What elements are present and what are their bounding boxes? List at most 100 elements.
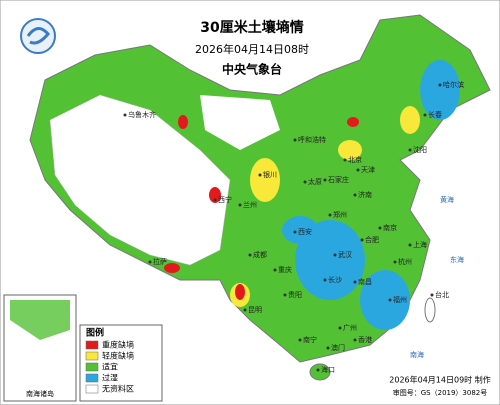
inset-label: 南海诸岛 xyxy=(26,389,54,398)
city-dot xyxy=(353,280,357,284)
wet-area xyxy=(420,60,460,120)
severe-dry-area xyxy=(209,187,221,203)
city-dot xyxy=(283,293,287,297)
city-dot xyxy=(248,253,252,257)
city-dot xyxy=(323,178,327,182)
city-dot xyxy=(273,268,277,272)
city-label: 济南 xyxy=(358,190,372,199)
city-dot xyxy=(243,308,247,312)
sea-label: 黄海 xyxy=(440,195,454,204)
city-label: 南京 xyxy=(383,223,397,232)
legend-label: 无资料区 xyxy=(102,384,134,394)
city-dot xyxy=(258,173,262,177)
city-label: 长沙 xyxy=(328,275,342,284)
city-dot xyxy=(323,278,327,282)
city-label: 上海 xyxy=(413,240,427,249)
sea-label: 南海 xyxy=(410,350,424,359)
city-dot xyxy=(303,180,307,184)
severe-dry-area xyxy=(178,115,188,129)
city-dot xyxy=(328,213,332,217)
city-dot xyxy=(293,138,297,142)
city-label: 银川 xyxy=(263,170,277,179)
dry-area xyxy=(338,140,362,160)
city-dot xyxy=(238,203,242,207)
issuer: 中央气象台 xyxy=(222,62,282,77)
city-dot xyxy=(343,158,347,162)
city-label: 太原 xyxy=(308,177,322,186)
taiwan xyxy=(424,297,436,323)
legend-swatch xyxy=(85,340,99,350)
city-label: 香港 xyxy=(358,335,372,344)
legend-label: 适宜 xyxy=(102,362,118,372)
city-label: 兰州 xyxy=(243,200,257,209)
city-label: 南宁 xyxy=(303,335,317,344)
city-label: 沈阳 xyxy=(413,145,427,154)
city-dot xyxy=(293,230,297,234)
severe-dry-area xyxy=(235,284,245,300)
inset: 南海诸岛 xyxy=(3,294,77,402)
city-label: 台北 xyxy=(435,290,449,299)
city-label: 重庆 xyxy=(278,265,292,274)
city-dot xyxy=(423,113,427,117)
city-label: 杭州 xyxy=(398,257,412,266)
city-dot xyxy=(438,83,442,87)
legend-swatch xyxy=(85,351,99,361)
legend-title: 图例 xyxy=(86,327,104,339)
severe-dry-area xyxy=(347,117,359,127)
no-data-area xyxy=(200,95,280,150)
wet-area xyxy=(282,216,318,244)
wet-area xyxy=(360,270,410,330)
hainan xyxy=(309,363,331,381)
legend-label: 重度缺墒 xyxy=(102,340,134,350)
dry-area xyxy=(400,106,420,134)
city-dot xyxy=(338,326,342,330)
legend-swatch xyxy=(85,362,99,372)
city-dot xyxy=(378,226,382,230)
date: 2026年04月14日08时 xyxy=(195,42,309,56)
city-label: 北京 xyxy=(348,155,362,164)
city-dot xyxy=(408,243,412,247)
city-dot xyxy=(360,238,364,242)
city-dot xyxy=(333,253,337,257)
legend-label: 轻度缺墒 xyxy=(102,351,134,361)
city-dot xyxy=(408,148,412,152)
legend-label: 过湿 xyxy=(102,373,118,383)
city-label: 南昌 xyxy=(358,277,372,286)
city-label: 昆明 xyxy=(248,306,262,314)
city-dot xyxy=(123,113,127,117)
city-label: 武汉 xyxy=(338,250,352,259)
no-data-area xyxy=(49,94,231,266)
city-label: 石家庄 xyxy=(328,175,349,184)
city-dot xyxy=(430,293,434,297)
dry-area xyxy=(250,158,280,202)
city-label: 海口 xyxy=(321,365,335,374)
city-label: 广州 xyxy=(343,323,357,332)
approval: 审图号：GS（2019）3082号 xyxy=(393,388,488,397)
city-label: 成都 xyxy=(253,250,267,259)
city-label: 天津 xyxy=(361,166,375,174)
sea-label: 东海 xyxy=(450,255,464,264)
city-dot xyxy=(326,346,330,350)
city-dot xyxy=(298,338,302,342)
city-dot xyxy=(148,260,152,264)
legend-swatch xyxy=(85,384,99,394)
city-dot xyxy=(393,260,397,264)
map xyxy=(29,14,491,381)
city-dot xyxy=(213,198,217,202)
city-dot xyxy=(353,193,357,197)
logo xyxy=(20,18,56,54)
city-label: 长春 xyxy=(428,110,442,119)
city-label: 合肥 xyxy=(365,235,379,244)
city-dot xyxy=(356,168,360,172)
city-label: 拉萨 xyxy=(153,257,167,266)
city-dot xyxy=(388,298,392,302)
severe-dry-area xyxy=(164,263,180,273)
city-label: 呼和浩特 xyxy=(298,135,326,144)
city-label: 福州 xyxy=(393,295,407,304)
legend-swatch xyxy=(85,373,99,383)
city-label: 郑州 xyxy=(333,211,347,219)
city-label: 西宁 xyxy=(218,195,232,204)
